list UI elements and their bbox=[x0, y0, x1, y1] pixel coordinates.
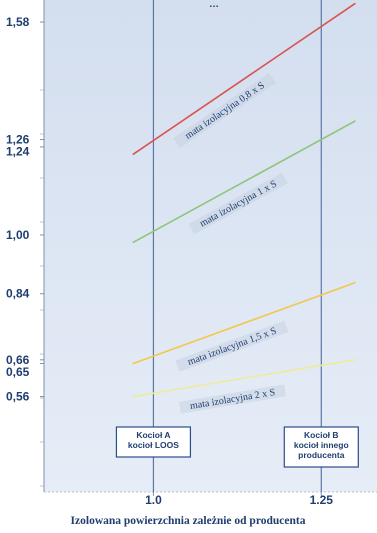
x-axis-label: Izolowana powierzchnia zależnie od produ… bbox=[71, 515, 306, 527]
y-tick-label: 0,66 bbox=[6, 353, 30, 367]
series-line bbox=[132, 281, 356, 365]
x-tick-label: 1.0 bbox=[145, 493, 162, 507]
y-tick-label: 1,00 bbox=[6, 228, 30, 242]
y-tick-label: 0,56 bbox=[6, 390, 30, 404]
series-line bbox=[132, 359, 356, 398]
boiler-label: producenta bbox=[298, 450, 345, 460]
series-label-bg bbox=[188, 172, 288, 235]
y-tick-label: 1,24 bbox=[6, 145, 30, 159]
plot-background bbox=[44, 0, 377, 492]
boiler-box bbox=[283, 426, 359, 468]
y-tick-label: 0,65 bbox=[6, 365, 30, 379]
series-label-bg bbox=[175, 320, 289, 372]
y-tick-label: 0,84 bbox=[6, 287, 30, 301]
boiler-label: Kocioł B bbox=[304, 430, 338, 440]
boiler-box bbox=[115, 426, 192, 458]
boiler-label: Kocioł A bbox=[136, 430, 170, 440]
series-label-bg bbox=[178, 384, 287, 414]
series-line bbox=[132, 2, 356, 156]
boiler-label: kocioł innego bbox=[294, 440, 349, 450]
boiler-label: kocioł LOOS bbox=[128, 440, 179, 450]
y-tick-label: 1,26 bbox=[6, 133, 30, 147]
chart-title: … bbox=[209, 0, 219, 10]
y-tick-label: 1,58 bbox=[6, 15, 30, 29]
x-tick-label: 1.25 bbox=[310, 493, 334, 507]
series-line bbox=[132, 120, 356, 244]
series-label-bg bbox=[173, 73, 276, 149]
